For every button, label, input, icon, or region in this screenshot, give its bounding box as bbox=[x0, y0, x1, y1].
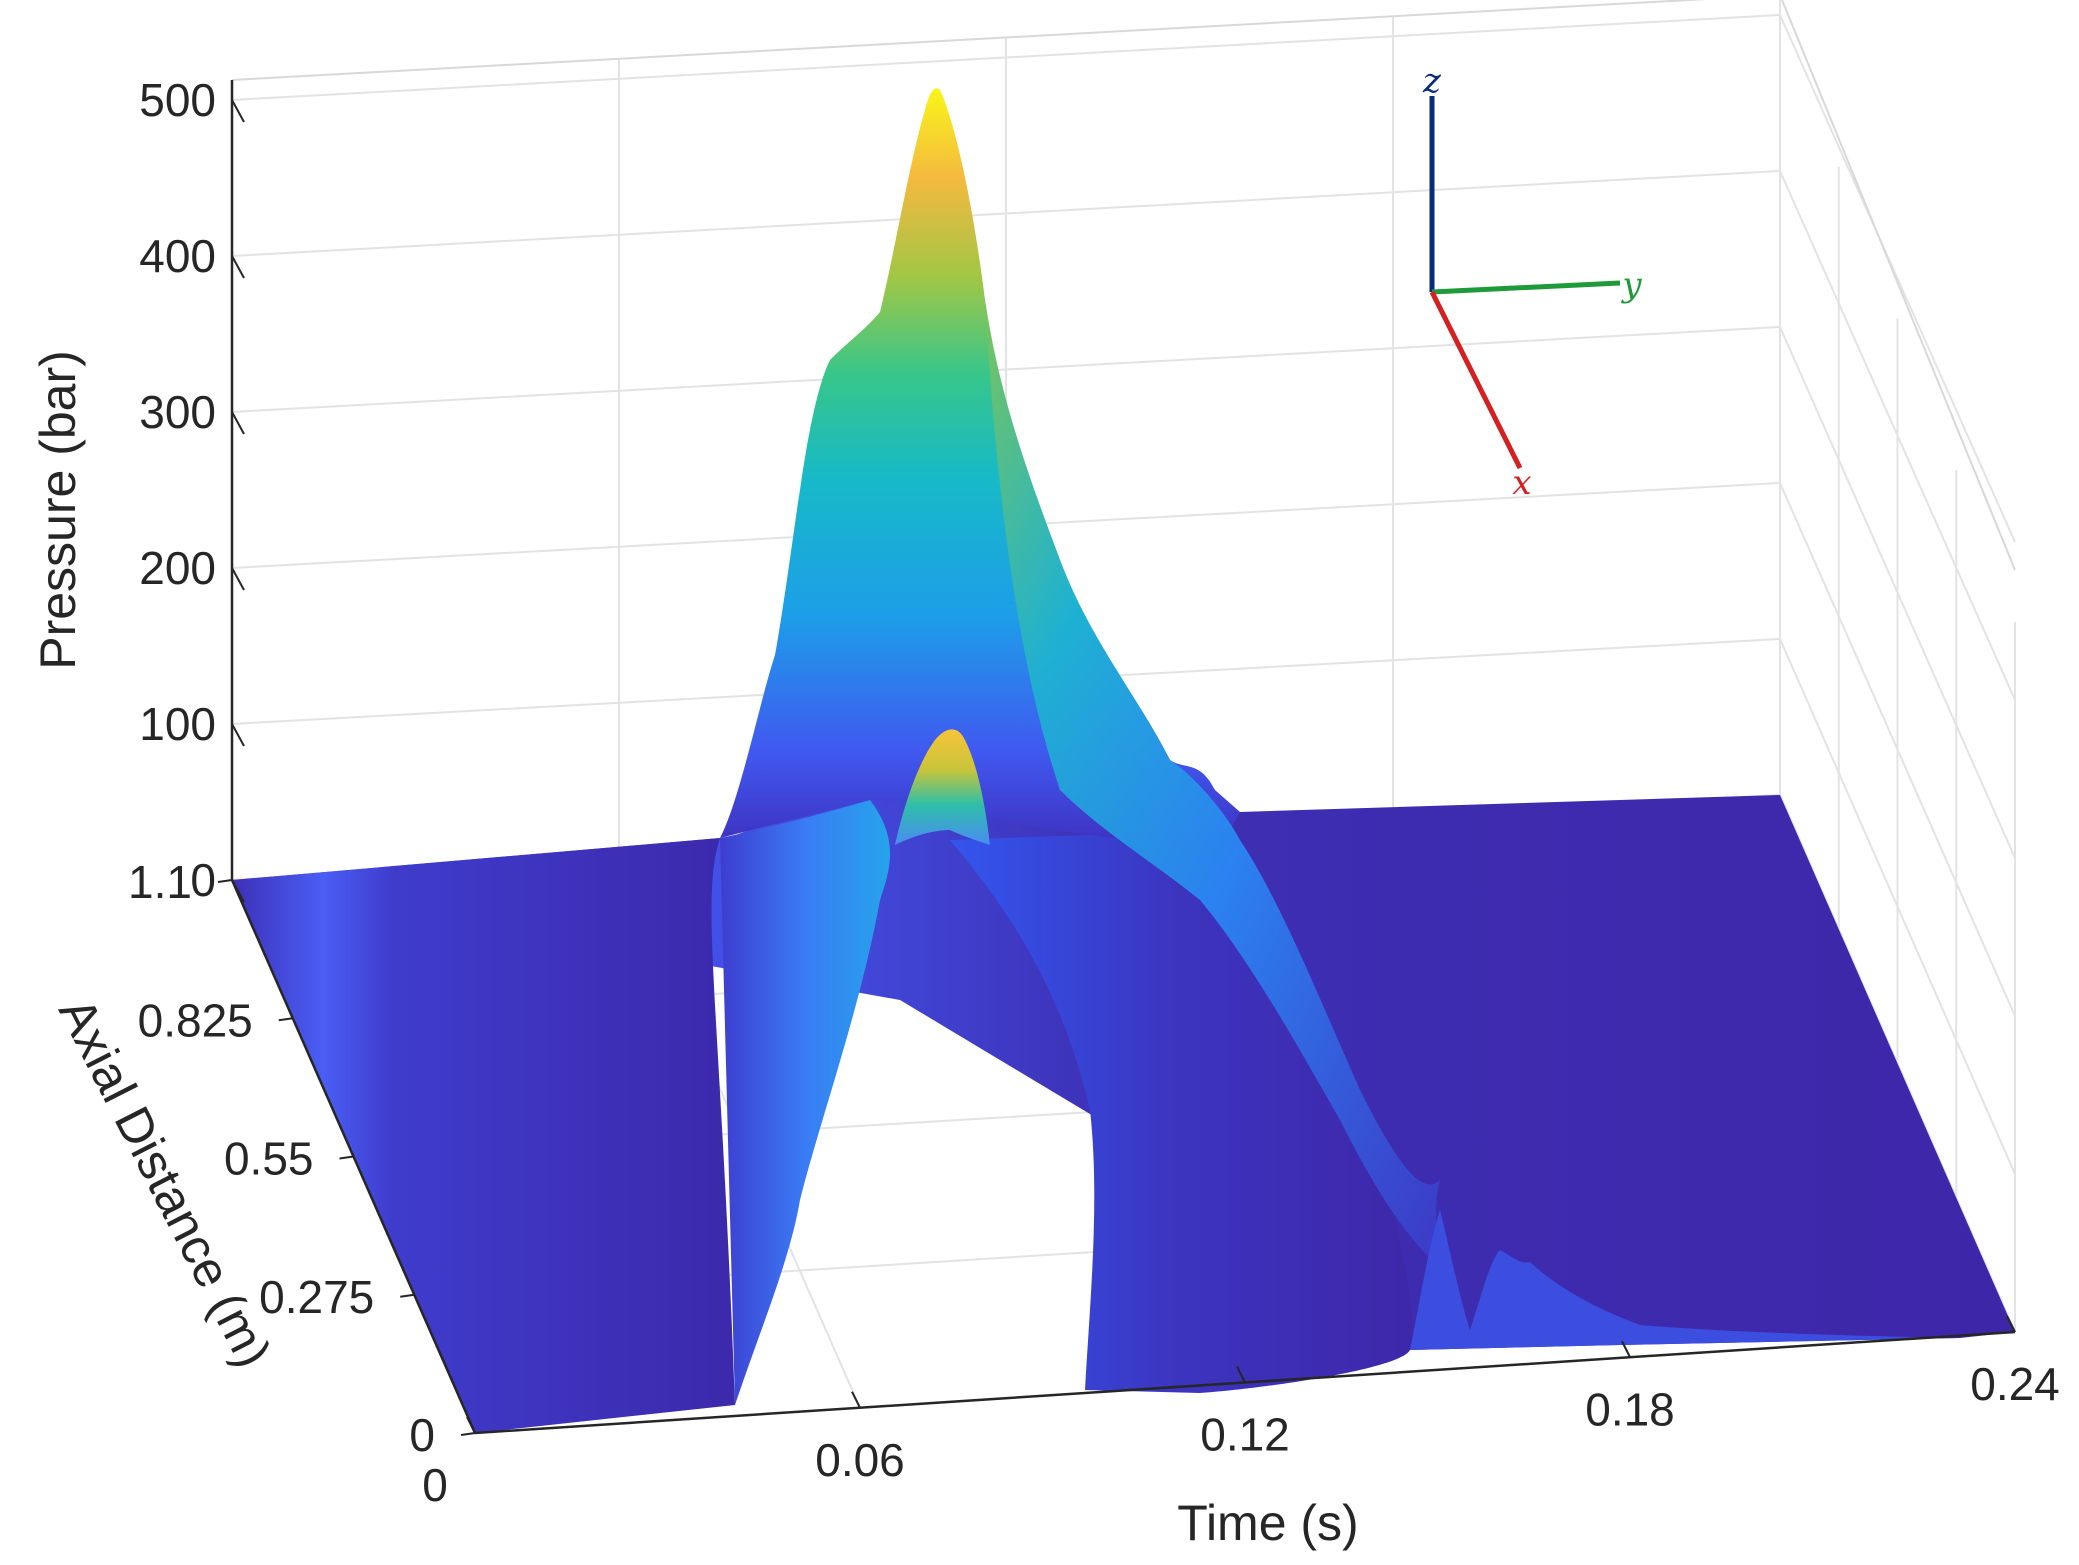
z-tick-label-3: 300 bbox=[139, 386, 216, 438]
y-tick-label-2: 0.55 bbox=[224, 1133, 314, 1185]
z-tick-1 bbox=[231, 723, 245, 747]
triad-label-y: y bbox=[1620, 265, 1642, 305]
surface-small-peak bbox=[895, 729, 990, 845]
x-tick-label-2: 0.12 bbox=[1200, 1409, 1290, 1461]
grid-line-z-side-5 bbox=[1779, 14, 2016, 543]
z-tick-label-4: 400 bbox=[139, 230, 216, 282]
y-tick-label-3: 0.825 bbox=[138, 994, 253, 1046]
pressure-surface bbox=[232, 88, 2015, 1433]
surface-main-peak-right-flank bbox=[985, 300, 1460, 1280]
y-tick-1 bbox=[400, 1293, 415, 1298]
z-tick-5 bbox=[231, 99, 245, 123]
triad-label-x: x bbox=[1512, 463, 1531, 503]
y-tick-label-1: 0.275 bbox=[259, 1271, 374, 1323]
y-tick-2 bbox=[339, 1155, 354, 1160]
triad-label-z: z bbox=[1422, 61, 1442, 101]
x-tick-4 bbox=[2006, 1315, 2016, 1333]
triad-axis-y bbox=[1431, 280, 1621, 295]
y-tick-label-0: 0 bbox=[409, 1409, 435, 1461]
x-tick-label-3: 0.18 bbox=[1585, 1383, 1675, 1435]
surface-ripple-spikes bbox=[1410, 1210, 1960, 1350]
x-axis-label: Time (s) bbox=[1177, 1495, 1358, 1551]
z-axis-label: Pressure (bar) bbox=[30, 350, 86, 670]
surface-main-peak bbox=[720, 88, 1240, 841]
z-tick-label-1: 100 bbox=[139, 698, 216, 750]
triad-axis-x bbox=[1429, 290, 1523, 470]
x-tick-label-1: 0.06 bbox=[815, 1434, 905, 1486]
surface-front-floor-left bbox=[232, 838, 735, 1433]
box-top-edge bbox=[231, 0, 2016, 571]
z-tick-label-2: 200 bbox=[139, 542, 216, 594]
z-tick-4 bbox=[231, 255, 245, 279]
x-tick-0 bbox=[466, 1416, 476, 1434]
y-tick-label-4: 1.1 bbox=[128, 856, 192, 908]
x-tick-label-0: 0 bbox=[422, 1459, 448, 1511]
axes bbox=[217, 80, 2016, 1436]
z-tick-0 bbox=[231, 879, 245, 903]
x-tick-2 bbox=[1236, 1366, 1246, 1383]
x-tick-label-4: 0.24 bbox=[1970, 1358, 2060, 1410]
y-tick-3 bbox=[278, 1017, 293, 1022]
x-tick-1 bbox=[851, 1391, 861, 1409]
z-tick-3 bbox=[231, 411, 245, 435]
surface-arch-left-leg bbox=[720, 800, 890, 1405]
orientation-triad: z y x bbox=[1422, 61, 1642, 503]
y-tick-0 bbox=[460, 1432, 476, 1436]
z-tick-2 bbox=[231, 567, 245, 591]
z-tick-label-5: 500 bbox=[139, 74, 216, 126]
x-tick-3 bbox=[1621, 1340, 1631, 1358]
z-tick-label-0: 0 bbox=[190, 854, 216, 906]
y-tick-4 bbox=[217, 879, 233, 883]
